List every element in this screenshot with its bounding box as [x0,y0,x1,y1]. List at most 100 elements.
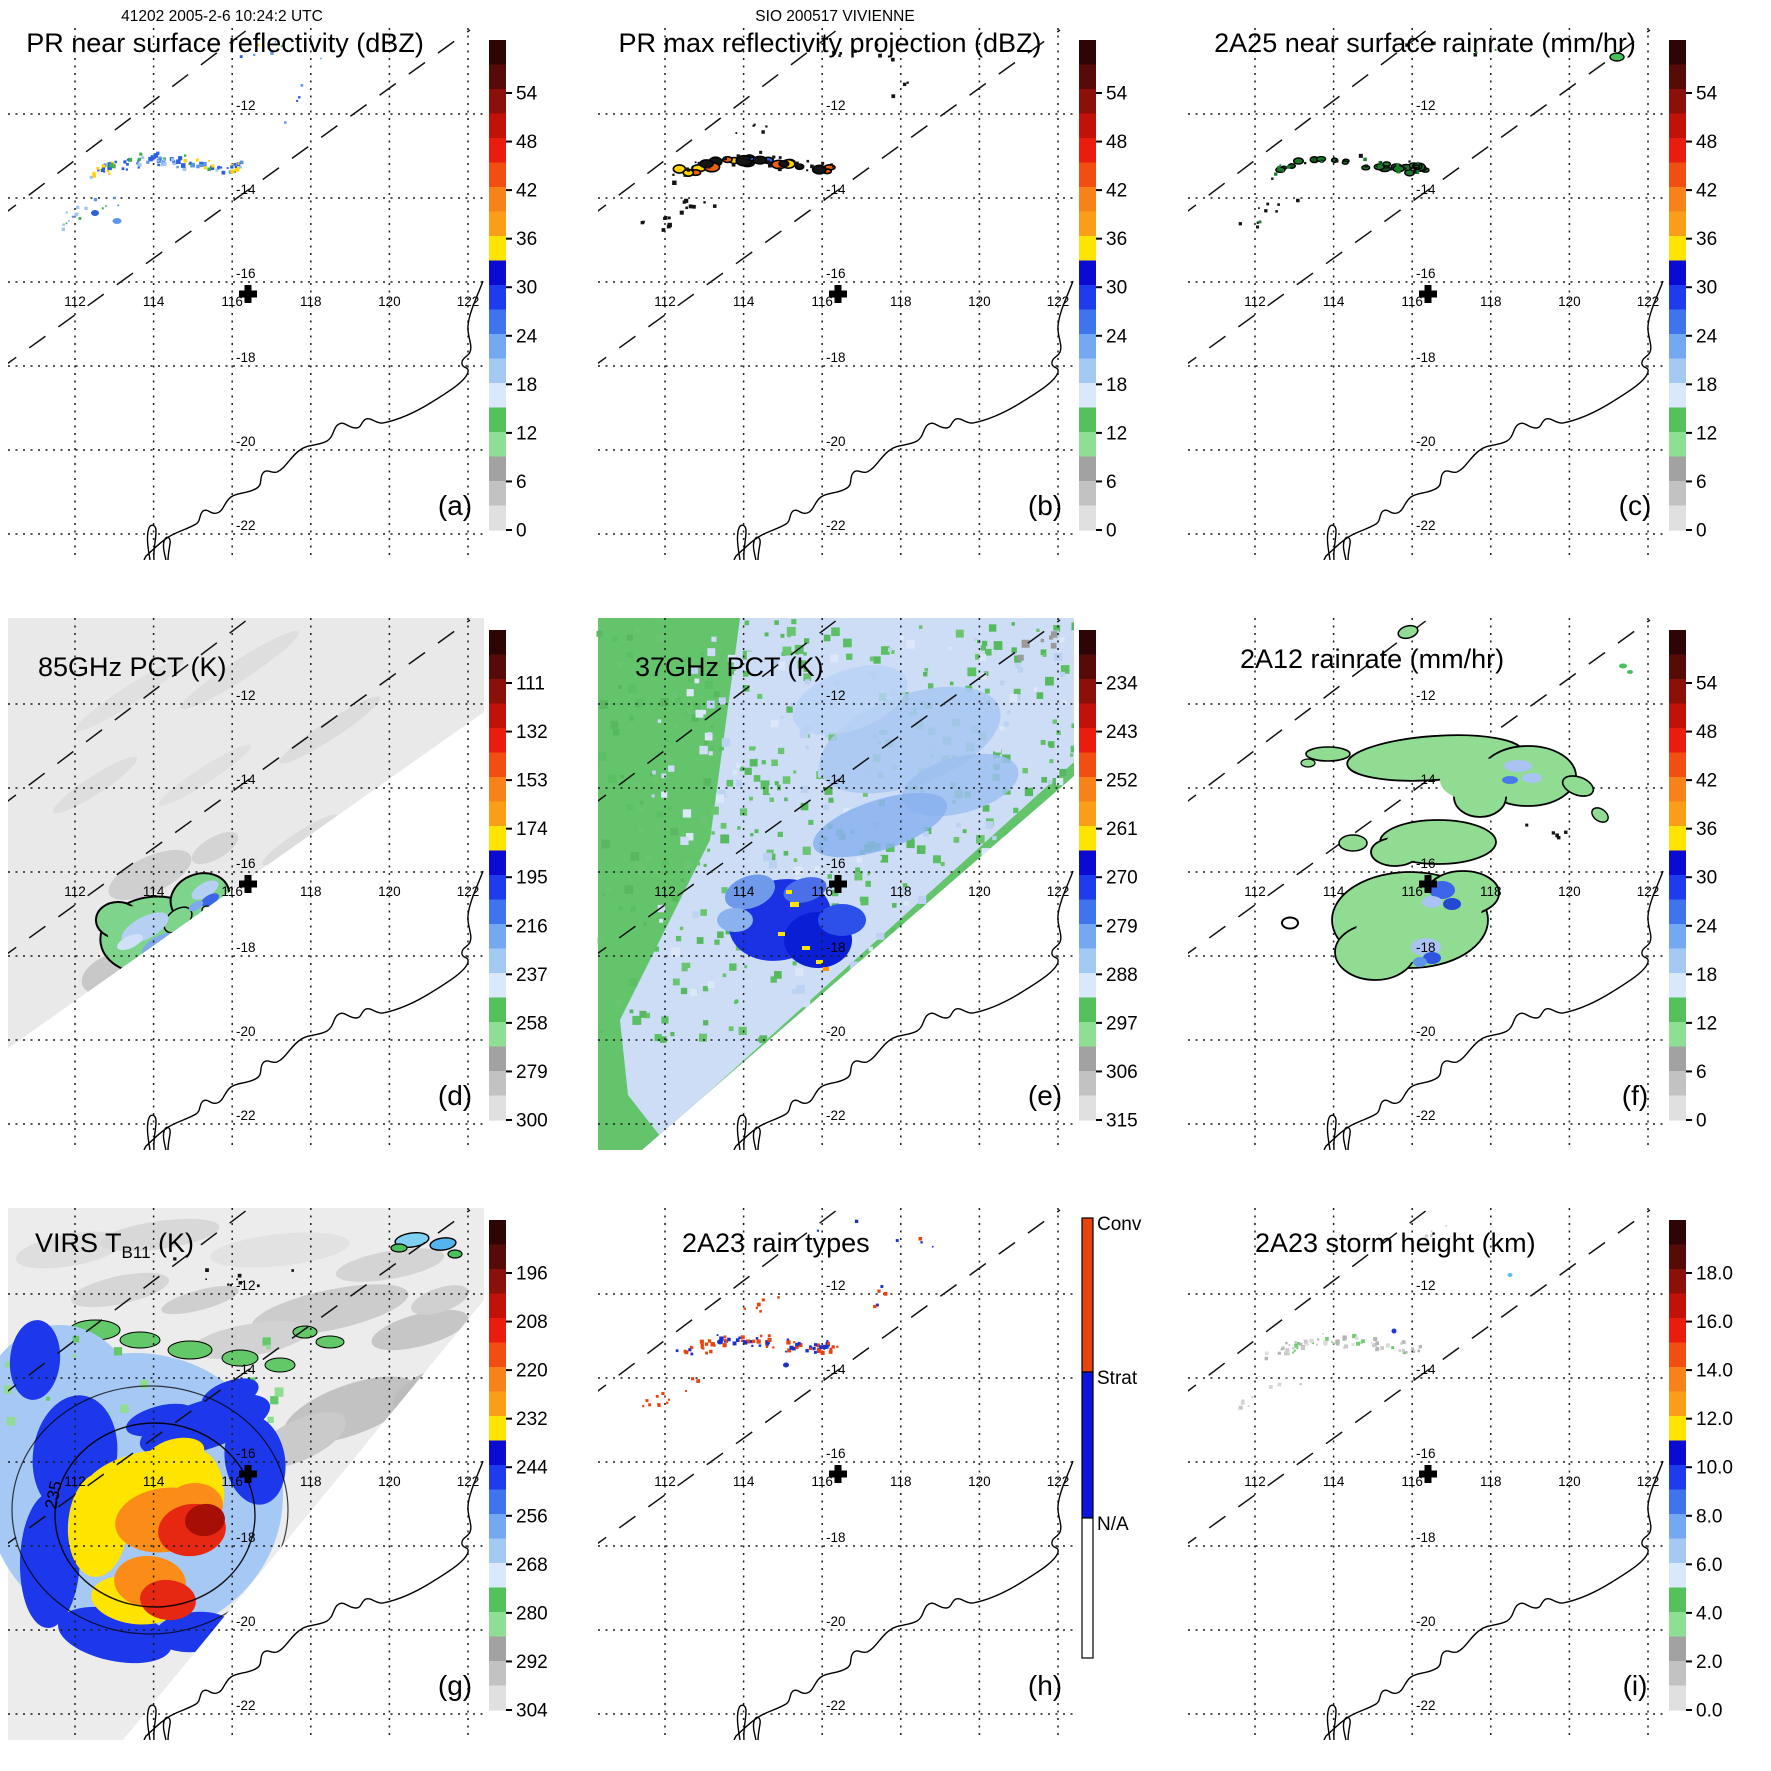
lat-label: -20 [826,434,846,449]
lon-label: 114 [1323,884,1345,899]
lat-label: -22 [1416,518,1436,533]
panel-title: PR max reflectivity projection (dBZ) [618,28,1041,58]
colorbar-tick-label: 42 [1696,771,1717,792]
lon-label: 120 [1558,884,1581,899]
grid-lines [8,618,484,1150]
lat-label: -22 [236,518,256,533]
colorbar-tick-label: 18 [516,375,537,396]
lon-label: 112 [64,1474,86,1489]
colorbar-tick-label: 111 [516,674,545,695]
colorbar-tick-label: 252 [1106,771,1138,792]
lon-label: 120 [968,884,991,899]
lat-label: -12 [236,688,256,703]
lat-label: -14 [1416,772,1436,787]
lat-label: -12 [826,98,846,113]
colorbar-tick-label: 279 [516,1062,548,1083]
colorbar-tick-label: 279 [1106,916,1138,937]
colorbar-tick-label: N/A [1097,1514,1129,1535]
colorbar-tick-label: 153 [516,771,548,792]
panel-g-colorbar: 196 208 220 232 244 256 268 280 292 304 [489,1220,548,1721]
coastline [733,870,1074,1150]
lat-label: -14 [826,772,846,787]
colorbar-tick-label: 6 [1696,472,1707,493]
lon-label: 114 [143,294,165,309]
lon-label: 112 [64,884,86,899]
swath-features [52,630,381,995]
grid-lines [8,28,484,560]
colorbar-tick-label: 195 [516,868,548,889]
lat-label: -14 [236,772,256,787]
lon-label: 118 [890,294,912,309]
panel-title: 85GHz PCT (K) [38,652,227,682]
lat-label: -14 [1416,182,1436,197]
swath-edge-dashed-line [8,1209,471,1545]
colorbar-tick-label: 268 [516,1555,548,1576]
swath-edge-dashed-line [598,29,838,212]
swath-edge-dashed-line [598,619,1061,955]
colorbar-tick-label: 30 [516,278,537,299]
lon-label: 112 [654,294,676,309]
colorbar-tick-label: 196 [516,1264,548,1285]
swath-edge-dashed-line [1188,619,1428,802]
colorbar-tick-label: 12 [1696,1013,1717,1034]
data-features [61,40,322,232]
axis-labels: 112 114 116 118 120 122 -12 -14 -16 -18 -20 -22 [64,688,479,1123]
panel-h-colorbar: Conv Strat N/A [1081,1214,1142,1659]
lon-label: 118 [890,1474,912,1489]
swath-edge-dashed-line [598,619,838,802]
colorbar-tick-label: 36 [1696,819,1717,840]
colorbar-tick-label: 288 [1106,965,1138,986]
lat-label: -12 [1416,98,1436,113]
grid-lines [8,1208,484,1740]
colorbar-tick-label: 0 [1696,1110,1707,1131]
colorbar-tick-label: 24 [1696,916,1718,937]
colorbar-tick-label: Strat [1097,1368,1138,1389]
lon-label: 118 [300,884,322,899]
lon-label: 116 [811,294,833,309]
coastline [733,1460,1074,1740]
panel-d-colorbar: 111 132 153 174 195 216 237 258 279 300 [489,630,548,1131]
lat-label: -22 [236,1698,256,1713]
lon-label: 112 [654,1474,676,1489]
map-svg-i: 112 114 116 118 120 122 -12 -14 -16 -18 -20 -22 2A23… [1188,1208,1733,1740]
lat-label: -14 [826,1362,846,1377]
panel-title: 2A25 near surface rainrate (mm/hr) [1214,28,1636,58]
lat-label: -18 [826,940,846,955]
colorbar-tick-label: 36 [1696,229,1717,250]
panel-title: PR near surface reflectivity (dBZ) [26,28,424,58]
lon-label: 118 [1480,884,1502,899]
panel-letter: (f) [1622,1080,1648,1111]
lat-label: -18 [1416,940,1436,955]
lat-label: -18 [236,1530,256,1545]
coastline [1323,870,1664,1150]
storm-center-marker-icon [1419,285,1437,303]
panel-title: VIRS TB11 (K) [35,1228,194,1262]
swath-edge-dashed-line [598,1209,1061,1545]
lon-label: 118 [890,884,912,899]
map-svg-d: 112 114 116 118 120 122 -12 -14 -16 -18 -20 -22 85GH… [8,618,548,1150]
colorbar-tick-label: 2.0 [1696,1652,1722,1673]
axis-labels: 112 114 116 118 120 122 -12 -14 -16 -18 -20 -22 [654,688,1069,1123]
lon-label: 116 [1401,884,1423,899]
colorbar-tick-label: 18 [1696,965,1717,986]
panel-header: 41202 2005-2-6 10:24:2 UTC [121,8,323,25]
lon-label: 114 [733,884,755,899]
lon-label: 120 [1558,294,1581,309]
lon-label: 122 [457,884,480,899]
panel-i-colorbar: 18.0 16.0 14.0 12.0 10.0 8.0 6.0 4.0 2.0 0.0 [1669,1220,1733,1721]
lat-label: -22 [1416,1108,1436,1123]
panel-letter: (d) [438,1080,472,1111]
panel-e: 112 114 116 118 120 122 -12 -14 -16 -18 -20 -22 37GH… [590,590,1180,1180]
swath-edge-dashed-line [8,619,248,802]
lat-label: -12 [1416,1278,1436,1293]
lat-label: -20 [236,1024,256,1039]
swath-edge-dashed-line [1188,1209,1651,1545]
swath-edge-dashed-line [598,29,1061,365]
lat-label: -16 [1416,856,1436,871]
colorbar-tick-label: 12.0 [1696,1409,1733,1430]
panel-a-colorbar: 54 48 42 36 30 24 18 12 6 0 [489,40,538,541]
colorbar-tick-label: 258 [516,1013,548,1034]
panel-title: 2A23 rain types [682,1228,870,1258]
colorbar-tick-label: 208 [516,1312,548,1333]
lat-label: -16 [236,856,256,871]
